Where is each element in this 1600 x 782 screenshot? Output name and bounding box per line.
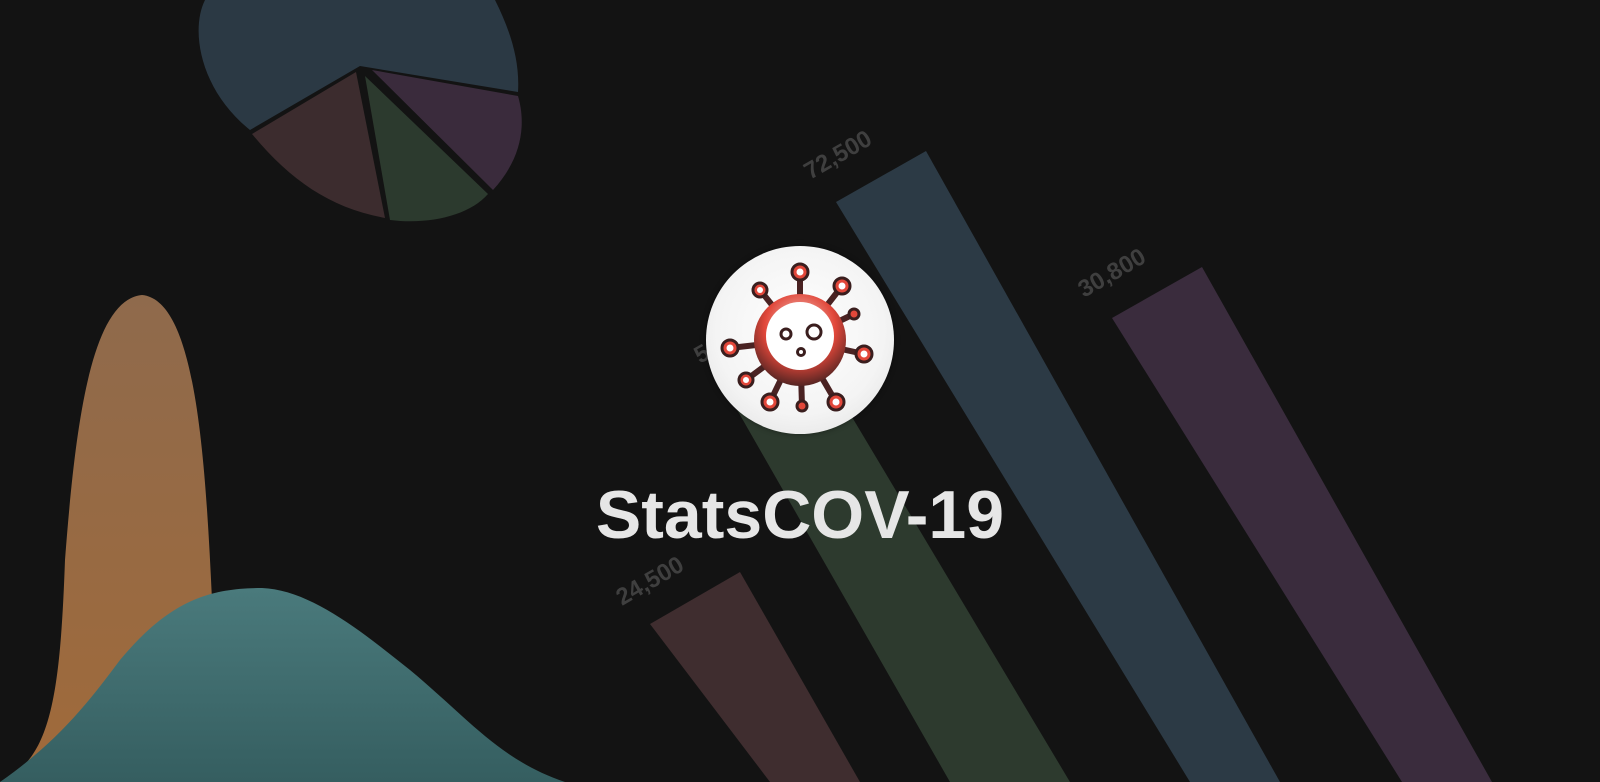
virus-icon — [720, 262, 874, 413]
bar-green — [720, 330, 1070, 782]
bar-label-brown: 24,500 — [612, 551, 689, 611]
bar-label-purple: 30,800 — [1074, 243, 1151, 303]
pie-slice-purple — [372, 70, 522, 190]
pie-slice-blue — [198, 0, 519, 130]
decorative-teal-curve — [0, 588, 565, 782]
app-title: StatsCOV-19 — [595, 477, 1005, 553]
bar-blue — [836, 151, 1280, 782]
pie-slice-brown — [252, 72, 385, 218]
app-logo — [706, 246, 894, 434]
bar-brown — [650, 572, 860, 782]
bar-label-blue: 72,500 — [800, 125, 877, 185]
decorative-pie-chart — [198, 0, 522, 222]
decorative-bar-chart: 24,500 5 72,500 30,800 — [612, 125, 1492, 782]
pie-slice-green — [365, 76, 488, 222]
bar-purple — [1112, 267, 1492, 782]
